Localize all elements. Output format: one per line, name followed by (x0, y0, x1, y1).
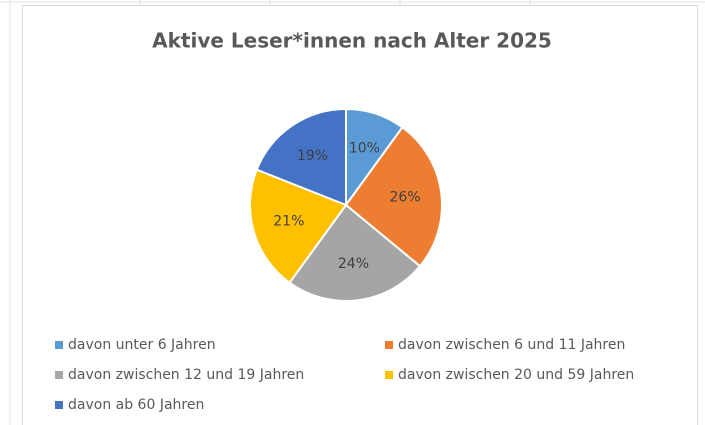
data-label: 26% (389, 190, 420, 206)
pie-slice (288, 203, 422, 302)
pie-slice (255, 107, 347, 207)
pie-slice (249, 168, 348, 285)
legend-marker (55, 341, 63, 349)
legend-marker (55, 371, 63, 379)
data-label: 21% (273, 214, 304, 230)
legend-marker (55, 401, 63, 409)
legend-label: davon ab 60 Jahren (68, 397, 204, 413)
legend-label: davon zwischen 12 und 19 Jahren (68, 367, 304, 383)
pie-slice (344, 125, 443, 268)
legend-label: davon zwischen 20 und 59 Jahren (398, 367, 634, 383)
chart-title: Aktive Leser*innen nach Alter 2025 (152, 29, 552, 53)
legend-label: davon unter 6 Jahren (68, 337, 216, 353)
legend-marker (385, 371, 393, 379)
data-label: 10% (349, 140, 380, 156)
data-label: 19% (297, 148, 328, 164)
legend-label: davon zwischen 6 und 11 Jahren (398, 337, 625, 353)
data-label: 24% (338, 256, 369, 272)
legend-marker (385, 341, 393, 349)
